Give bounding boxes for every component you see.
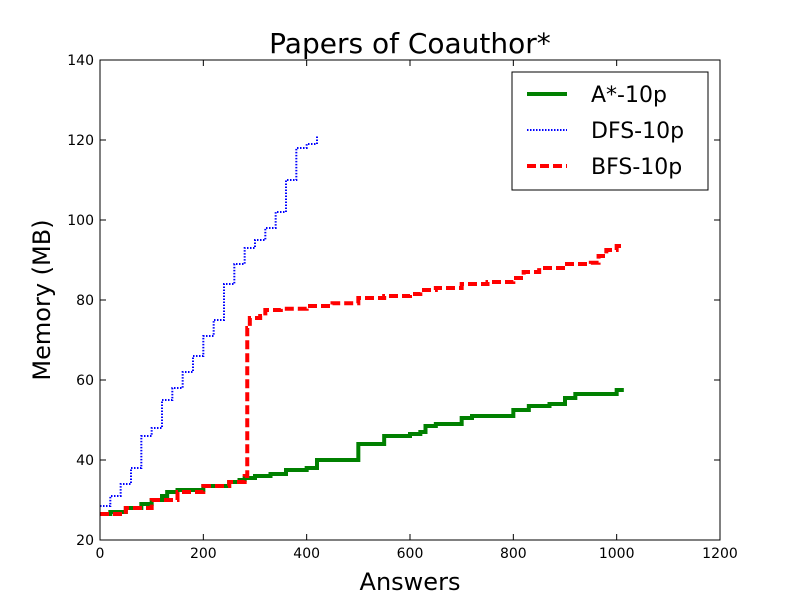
- x-tick-label: 800: [500, 546, 527, 562]
- x-tick-label: 0: [96, 546, 105, 562]
- y-tick-label: 100: [67, 213, 94, 229]
- x-tick-label: 1200: [702, 546, 738, 562]
- chart-title: Papers of Coauthor*: [269, 27, 551, 60]
- y-tick-label: 60: [76, 373, 94, 389]
- legend-label: DFS-10p: [591, 119, 684, 144]
- y-tick-label: 40: [76, 453, 94, 469]
- y-tick-label: 80: [76, 293, 94, 309]
- series-line-bfs-10p: [100, 244, 624, 516]
- y-tick-label: 20: [76, 533, 94, 549]
- x-tick-label: 1000: [599, 546, 635, 562]
- legend-box: [511, 71, 709, 191]
- y-axis-label: Memory (MB): [28, 219, 56, 380]
- legend-label: A*-10p: [591, 83, 667, 108]
- x-axis-label: Answers: [360, 568, 461, 596]
- y-tick-label: 140: [67, 53, 94, 69]
- x-tick-label: 200: [190, 546, 217, 562]
- legend-label: BFS-10p: [591, 155, 682, 180]
- series-line-a-10p: [100, 388, 624, 516]
- y-tick-label: 120: [67, 133, 94, 149]
- series-line-dfs-10p: [100, 136, 318, 507]
- x-tick-label: 400: [293, 546, 320, 562]
- tick-layer: 0 200 400 600 800 1000 1200 20 40 60 80 100 120 140: [67, 53, 738, 562]
- series-layer: [100, 136, 624, 516]
- x-tick-label: 600: [397, 546, 424, 562]
- legend: A*-10p DFS-10p BFS-10p: [511, 71, 709, 191]
- plot-area: [100, 136, 624, 516]
- legend-entries: A*-10p DFS-10p BFS-10p: [527, 83, 684, 180]
